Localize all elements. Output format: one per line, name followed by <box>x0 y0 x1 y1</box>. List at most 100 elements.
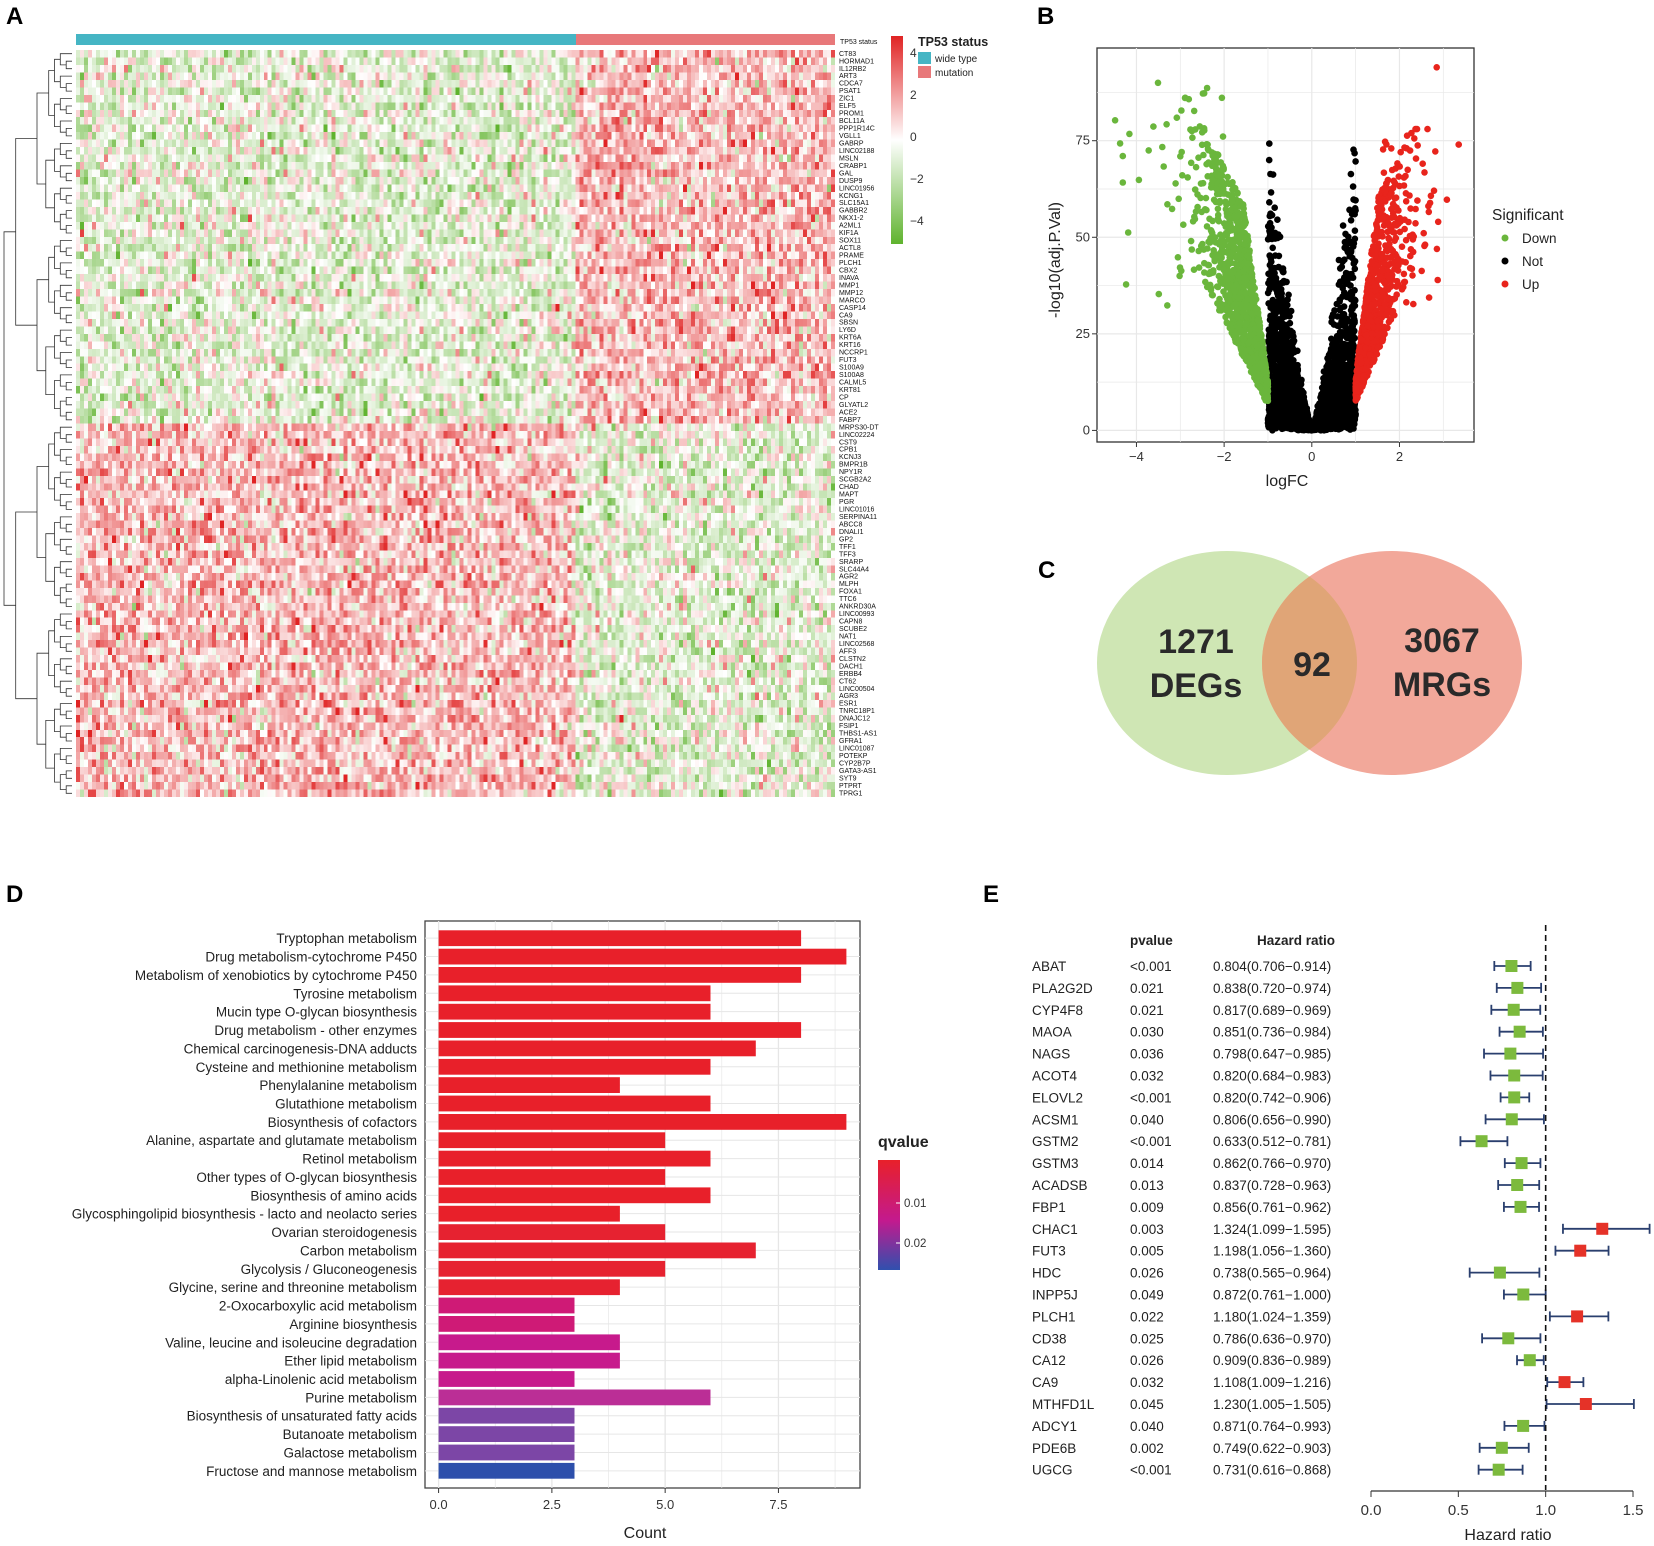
volcano-point-not <box>1265 156 1273 164</box>
volcano-point-not <box>1266 212 1274 220</box>
volcano-point-down <box>1230 245 1238 252</box>
bar-category-label: Glycolysis / Gluconeogenesis <box>241 1262 418 1277</box>
colorbar-tick: −2 <box>910 172 924 186</box>
forest-col-hazard-ratio: Hazard ratio <box>1257 933 1335 948</box>
volcano-point-down <box>1219 162 1227 170</box>
forest-point <box>1508 1091 1521 1104</box>
volcano-point-up <box>1371 252 1379 260</box>
forest-hr-text: 0.806(0.656−0.990) <box>1213 1112 1331 1127</box>
x-tick-label: 2.5 <box>543 1497 561 1512</box>
gene-label: CST9 <box>839 439 857 446</box>
panel-e-forest-plot: pvalue Hazard ratio ABAT <0.001 0.804(0.70… <box>1032 925 1651 1544</box>
volcano-point-not <box>1280 330 1287 338</box>
forest-gene-label: ACADSB <box>1032 1178 1088 1193</box>
volcano-point-not <box>1340 303 1348 310</box>
volcano-point-not <box>1296 412 1303 420</box>
volcano-point-up <box>1384 272 1391 279</box>
forest-pvalue: <0.001 <box>1130 1090 1172 1105</box>
volcano-point-up <box>1361 303 1368 311</box>
gene-label: LINC01016 <box>839 507 875 514</box>
gene-label: PSAT1 <box>839 88 861 95</box>
forest-hr-text: 0.817(0.689−0.969) <box>1213 1003 1331 1018</box>
volcano-point-up <box>1371 234 1379 242</box>
volcano-point-up <box>1411 135 1418 142</box>
forest-point <box>1493 1266 1506 1279</box>
forest-hr-text: 1.198(1.056−1.360) <box>1213 1244 1331 1259</box>
volcano-point-not <box>1341 412 1348 420</box>
volcano-point-up <box>1398 258 1406 265</box>
volcano-point-down <box>1237 345 1245 353</box>
volcano-point-down <box>1188 246 1196 253</box>
volcano-point-up <box>1388 166 1396 174</box>
volcano-point-not <box>1279 267 1286 275</box>
venn-degs-count: 1271 <box>1158 623 1234 661</box>
volcano-point-up <box>1353 394 1361 402</box>
volcano-point-up <box>1391 295 1399 302</box>
gene-label: DUSP9 <box>839 178 862 185</box>
forest-hr-text: 0.837(0.728−0.963) <box>1213 1178 1331 1193</box>
volcano-point-down <box>1235 238 1243 246</box>
gene-label: LINC02568 <box>839 641 875 648</box>
gene-label: KCNJ3 <box>839 454 861 461</box>
bar <box>438 1279 620 1296</box>
legend-label: Not <box>1522 254 1543 269</box>
volcano-point-not <box>1296 385 1304 393</box>
heatmap-colorbar: 420−2−4 <box>891 36 924 244</box>
volcano-point-down <box>1242 289 1249 297</box>
volcano-point-up <box>1380 169 1388 176</box>
volcano-point-up <box>1414 142 1421 149</box>
volcano-point-not <box>1335 370 1342 377</box>
forest-gene-label: PLCH1 <box>1032 1309 1076 1324</box>
legend-label: Down <box>1522 231 1557 246</box>
volcano-point-down <box>1237 301 1244 308</box>
volcano-point-down <box>1203 84 1211 92</box>
volcano-point-not <box>1331 307 1338 314</box>
volcano-point-down <box>1187 126 1194 133</box>
volcano-point-not <box>1264 236 1272 243</box>
panel-a-heatmap: TP53 status CT83HORMAD1IL12RB2ART3CDCA7P… <box>3 34 988 797</box>
gene-label: ZIC1 <box>839 96 854 103</box>
volcano-point-down <box>1160 163 1167 170</box>
volcano-point-up <box>1380 329 1388 337</box>
x-tick-label: −2 <box>1217 449 1232 464</box>
gene-label: MRPS30-DT <box>839 424 879 431</box>
gene-label: HORMAD1 <box>839 58 874 65</box>
gene-label: CALML5 <box>839 380 866 387</box>
gene-label: CBX2 <box>839 268 857 275</box>
volcano-point-up <box>1398 243 1406 250</box>
volcano-point-not <box>1348 424 1356 432</box>
volcano-point-down <box>1150 123 1157 130</box>
gene-label: CASP14 <box>839 305 866 312</box>
gene-label: ACTL8 <box>839 245 861 252</box>
qvalue-gradient <box>878 1160 900 1270</box>
volcano-point-up <box>1377 273 1384 281</box>
volcano-point-up <box>1383 254 1391 261</box>
volcano-point-up <box>1353 384 1360 392</box>
volcano-point-not <box>1267 348 1274 356</box>
volcano-point-not <box>1349 311 1356 319</box>
volcano-point-down <box>1234 294 1242 302</box>
volcano-point-down <box>1226 297 1233 304</box>
volcano-point-not <box>1278 305 1286 313</box>
volcano-point-not <box>1279 314 1286 321</box>
heatmap-matrix <box>76 50 835 797</box>
volcano-point-down <box>1237 232 1244 240</box>
volcano-point-down <box>1254 373 1261 381</box>
volcano-point-down <box>1214 205 1222 213</box>
forest-hr-text: 0.856(0.761−0.962) <box>1213 1200 1331 1215</box>
forest-point <box>1507 1003 1520 1016</box>
volcano-point-up <box>1363 310 1370 318</box>
gene-label: FSIP1 <box>839 723 859 730</box>
forest-pvalue: 0.026 <box>1130 1266 1164 1281</box>
volcano-point-down <box>1195 247 1202 255</box>
forest-point <box>1574 1244 1587 1257</box>
volcano-point-down <box>1216 190 1224 198</box>
volcano-point-down <box>1209 291 1216 299</box>
venn-intersection <box>1262 576 1358 750</box>
volcano-point-not <box>1321 415 1329 423</box>
volcano-point-not <box>1267 403 1274 411</box>
gene-label: FOXA1 <box>839 589 862 596</box>
volcano-point-down <box>1124 229 1132 236</box>
